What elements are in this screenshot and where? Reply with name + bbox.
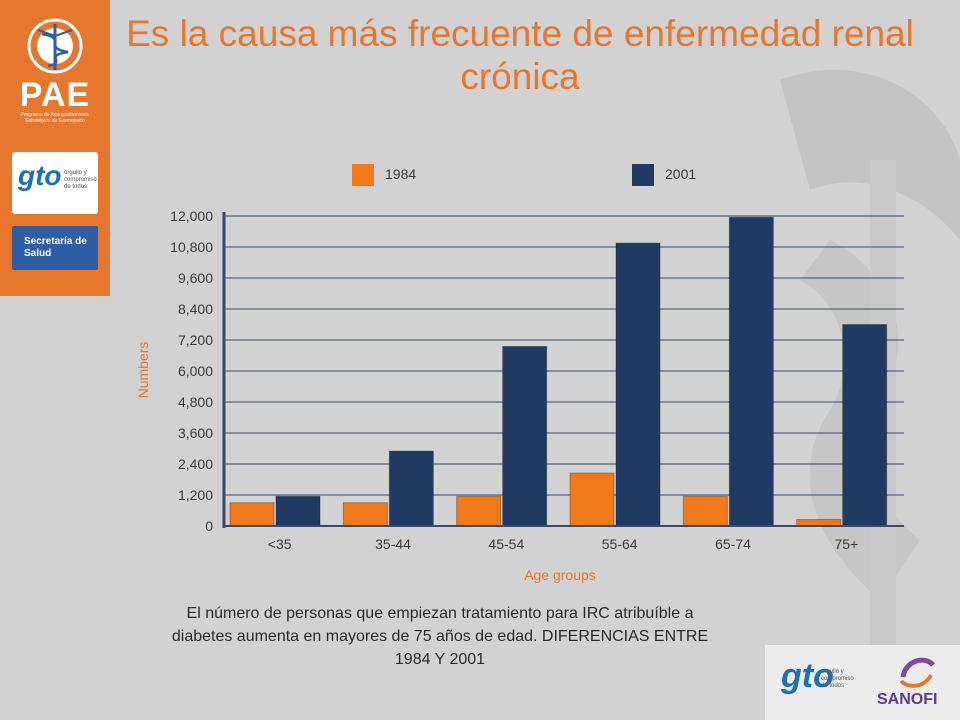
x-tick-label: 35-44 [375,536,411,552]
bar-2001-5 [842,324,888,527]
y-tick-label: 7,200 [178,332,213,348]
legend-label-1984: 1984 [385,166,417,182]
y-tick-label: 3,600 [178,425,213,441]
y-tick-label: 2,400 [178,456,213,472]
x-tick-label: 65-74 [715,536,751,552]
footer-gto-tagline: orgullo y compromiso de todos [821,669,854,689]
y-tick-label: 10,800 [170,239,213,255]
secretaria-salud-badge: Secretaría de Salud [12,226,98,270]
gto-logo-box: gto orgullo y compromiso de todos [12,152,98,214]
x-tick-label: 55-64 [602,536,638,552]
bar-1984-1 [342,502,388,527]
bar-1984-4 [682,495,728,527]
slide-title: Es la causa más frecuente de enfermedad … [126,13,914,97]
pae-logo-subtext: Programa de Acompañamiento Estratégico d… [20,112,90,124]
gto-logo: gto [18,160,62,191]
gto-tagline: orgullo y compromiso de todos [64,170,97,190]
footer-logos: gto orgullo y compromiso de todos SANOFI [765,645,960,720]
footer-gto-logo: gto [781,657,834,695]
y-tick-label: 12,000 [170,208,213,224]
bar-1984-2 [456,495,502,527]
x-tick-label: 45-54 [488,536,524,552]
legend-swatch-2001 [632,164,654,186]
y-tick-label: 0 [205,518,213,534]
legend-label-2001: 2001 [665,166,697,182]
pae-logo: PAE [19,76,91,114]
sanofi-logo: SANOFI [877,691,938,708]
legend-swatch-1984 [352,164,374,186]
x-tick-label: 75+ [834,536,858,552]
y-tick-label: 4,800 [178,394,213,410]
bar-2001-3 [615,242,661,527]
bar-2001-1 [388,450,434,527]
medical-emblem-icon [27,18,83,74]
caduceus-watermark-icon [780,69,960,660]
y-tick-label: 8,400 [178,301,213,317]
bar-1984-0 [229,502,275,527]
x-axis-label: Age groups [524,567,596,583]
bar-2001-0 [275,495,321,527]
secretaria-salud-label: Secretaría de Salud [24,236,87,259]
x-tick-label: <35 [268,536,292,552]
sidebar: PAE Programa de Acompañamiento Estratégi… [0,0,110,296]
bar-2001-2 [502,345,548,527]
bar-1984-3 [569,472,615,527]
bar-2001-4 [728,216,774,527]
chart-caption: El número de personas que empiezan trata… [171,605,709,668]
y-axis-label: Numbers [135,341,151,399]
sanofi-swirl-icon [899,657,935,688]
y-tick-label: 6,000 [178,363,213,379]
y-tick-label: 1,200 [178,487,213,503]
y-tick-label: 9,600 [178,270,213,286]
